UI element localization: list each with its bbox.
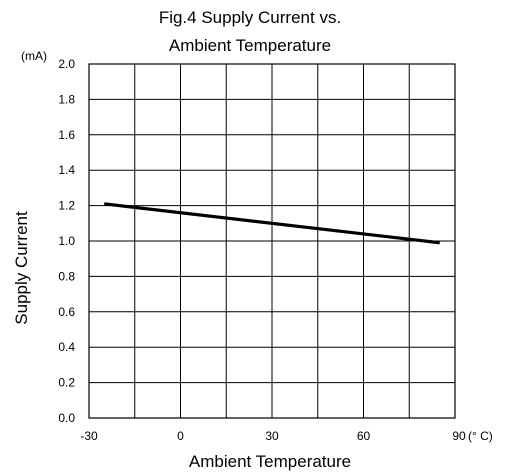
chart-title-line-2: Ambient Temperature [169, 36, 331, 55]
x-tick-label: 30 [265, 429, 279, 443]
x-tick-label: 90 [452, 429, 466, 443]
y-tick-label: 0.8 [58, 269, 75, 283]
y-tick-label: 1.2 [58, 199, 75, 213]
x-axis-label: Ambient Temperature [189, 452, 351, 471]
y-tick-label: 1.6 [58, 128, 75, 142]
y-axis-label: Supply Current [12, 211, 31, 325]
y-tick-labels: 0.0 0.2 0.4 0.6 0.8 1.0 1.2 1.4 1.6 1.8 2.0 [58, 57, 75, 425]
x-tick-label: -30 [80, 429, 98, 443]
x-tick-labels: -30 0 30 60 90 [80, 429, 466, 443]
plot-frame [88, 63, 456, 419]
y-tick-label: 0.2 [58, 376, 75, 390]
x-axis-unit: (° C) [468, 429, 493, 443]
grid [89, 64, 455, 418]
series-layer [104, 202, 440, 245]
y-tick-label: 1.0 [58, 234, 75, 248]
chart-title-line-1: Fig.4 Supply Current vs. [159, 8, 341, 27]
x-tick-label: 60 [357, 429, 371, 443]
y-tick-label: 2.0 [58, 57, 75, 71]
series-line [104, 202, 440, 245]
x-tick-label: 0 [177, 429, 184, 443]
y-tick-label: 1.4 [58, 163, 75, 177]
y-tick-label: 0.0 [58, 411, 75, 425]
y-tick-label: 1.8 [58, 92, 75, 106]
y-tick-label: 0.4 [58, 340, 75, 354]
y-tick-label: 0.6 [58, 305, 75, 319]
y-axis-unit: (mA) [21, 49, 47, 63]
